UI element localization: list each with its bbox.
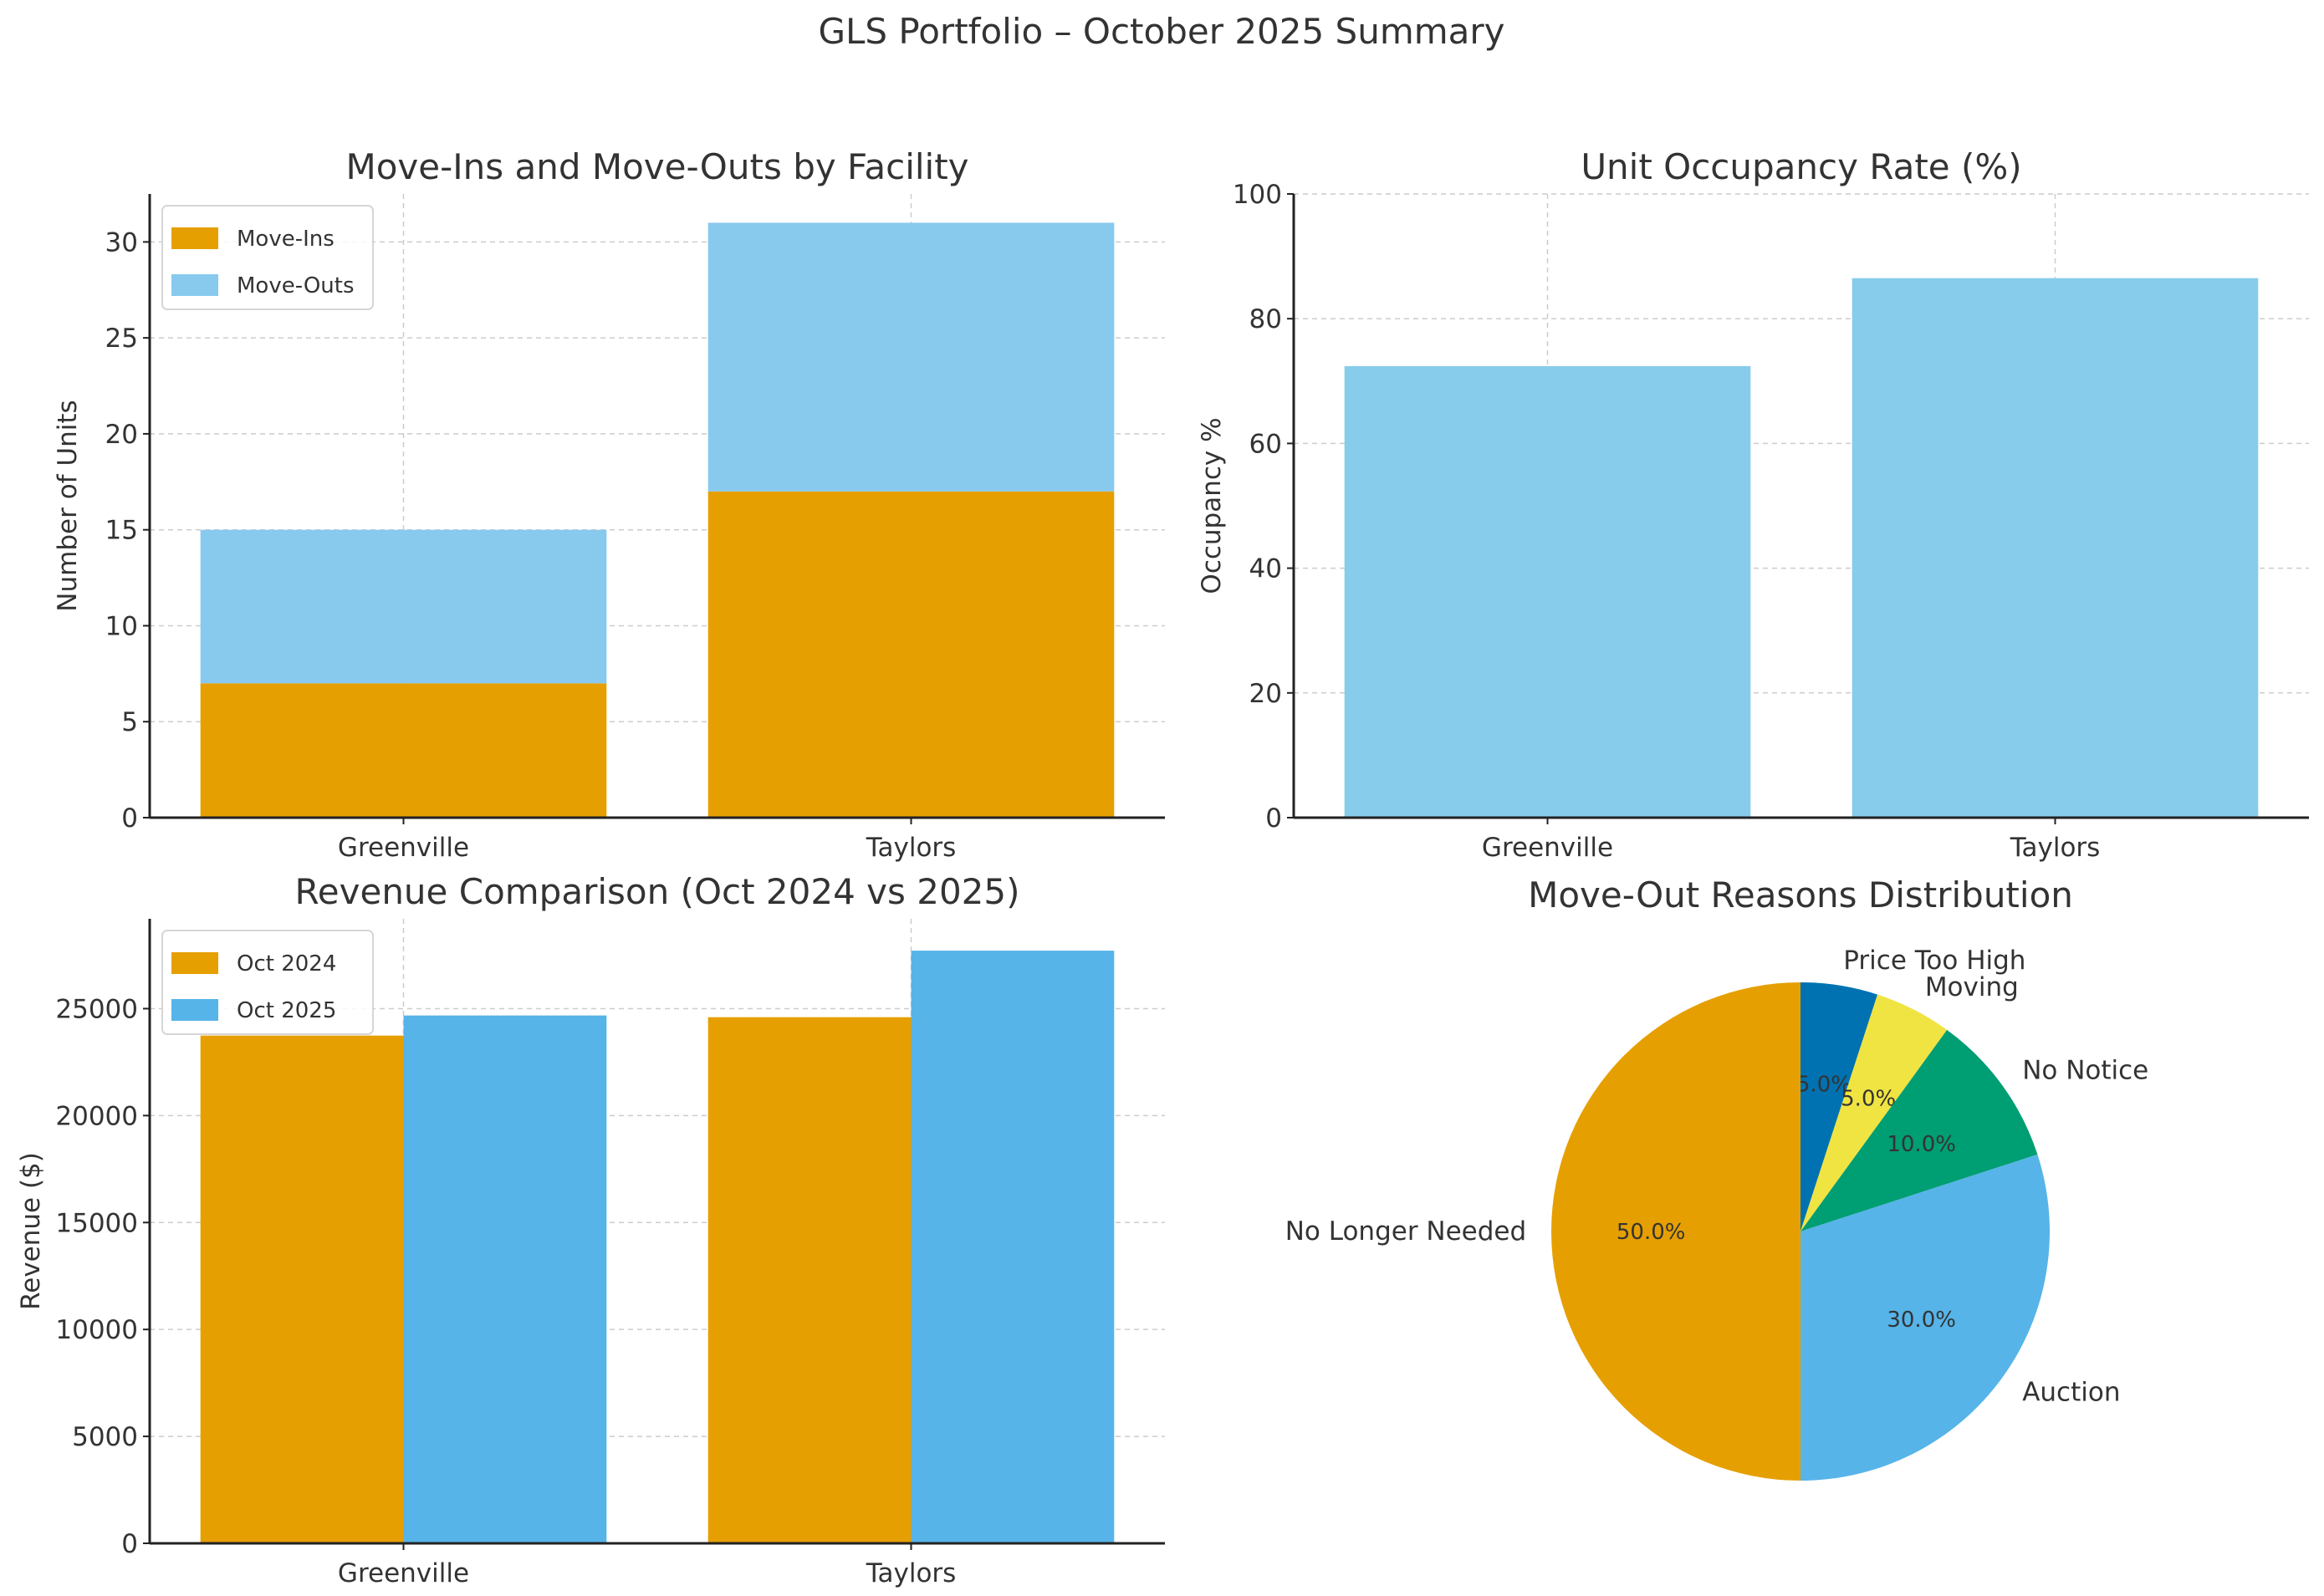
pie-pct-label: 30.0% [1887, 1308, 1956, 1333]
pie-pct-label: 50.0% [1617, 1220, 1686, 1245]
figure-title: GLS Portfolio – October 2025 Summary [818, 11, 1504, 52]
y-tick-label: 20 [105, 420, 138, 450]
x-tick-label: Taylors [866, 1558, 957, 1588]
y-tick-label: 25 [105, 324, 138, 354]
bar-move-outs [707, 222, 1115, 492]
bar-oct-2024 [200, 1035, 404, 1543]
legend: Oct 2024 Oct 2025 [161, 930, 374, 1035]
bar-move-outs [200, 529, 607, 684]
chart-title: Move-Out Reasons Distribution [1528, 874, 2073, 915]
y-tick-label: 40 [1249, 554, 1282, 584]
occupancy-chart: 0 20 40 60 80 100 Greenville Taylors Unit Occupa… [1197, 146, 2309, 863]
bar [1852, 278, 2259, 818]
legend-label: Oct 2025 [237, 998, 336, 1023]
y-axis-label: Number of Units [53, 400, 83, 611]
moveins-moveouts-chart: 0 5 10 15 20 25 30 Greenville Taylors Move-Ins an… [53, 146, 1165, 863]
legend-swatch [171, 274, 218, 296]
pie-label: No Notice [2022, 1055, 2148, 1085]
pie-label: Moving [1925, 972, 2019, 1002]
y-axis-label: Revenue ($) [16, 1152, 46, 1310]
y-tick-label: 0 [1265, 803, 1282, 834]
y-tick-label: 0 [121, 1529, 138, 1559]
revenue-chart: 0 5000 10000 15000 20000 25000 Greenville Taylo… [16, 871, 1165, 1588]
legend-label: Move-Outs [237, 273, 355, 298]
bar-oct-2024 [707, 1017, 912, 1543]
y-tick-label: 15 [105, 516, 138, 546]
pie-pct-label: 5.0% [1796, 1072, 1852, 1097]
pie-slice-price-too-high [1800, 982, 1878, 1231]
pie-label: Auction [2022, 1378, 2120, 1408]
bar-move-ins [200, 683, 607, 818]
x-tick-label: Greenville [338, 1558, 469, 1588]
bar-oct-2025 [403, 1015, 607, 1543]
legend-label: Move-Ins [237, 227, 335, 252]
x-tick-label: Greenville [338, 833, 469, 863]
y-tick-label: 60 [1249, 429, 1282, 459]
y-tick-label: 20000 [55, 1101, 138, 1131]
legend-swatch [171, 227, 218, 249]
moveout-reasons-pie: Move-Out Reasons Distribution Price Too H… [1285, 874, 2148, 1481]
pie-slice-moving [1800, 994, 1948, 1231]
pie-pct-label: 10.0% [1887, 1132, 1956, 1157]
pie-label: No Longer Needed [1285, 1216, 1526, 1247]
chart-title: Move-Ins and Move-Outs by Facility [345, 146, 968, 187]
y-tick-label: 25000 [55, 994, 138, 1024]
x-tick-label: Greenville [1482, 833, 1613, 863]
bar-oct-2025 [911, 951, 1115, 1543]
y-tick-label: 0 [121, 803, 138, 834]
pie-slice-no-notice [1800, 1029, 2038, 1231]
y-tick-label: 5 [121, 707, 138, 737]
chart-title: Unit Occupancy Rate (%) [1581, 146, 2021, 187]
pie-slice-no-longer-needed [1551, 982, 1800, 1481]
x-tick-label: Taylors [2010, 833, 2101, 863]
y-axis-label: Occupancy % [1197, 417, 1227, 594]
pie-pct-label: 5.0% [1841, 1087, 1896, 1112]
chart-title: Revenue Comparison (Oct 2024 vs 2025) [294, 871, 1019, 912]
x-tick-label: Taylors [866, 833, 957, 863]
y-tick-label: 5000 [72, 1422, 138, 1452]
pie-label: Price Too High [1843, 946, 2025, 976]
pie-slice-auction [1800, 1154, 2050, 1481]
bar [1344, 365, 1751, 818]
legend-swatch [171, 999, 218, 1021]
legend: Move-Ins Move-Outs [161, 205, 374, 310]
y-tick-label: 10 [105, 611, 138, 641]
y-tick-label: 10000 [55, 1315, 138, 1345]
legend-label: Oct 2024 [237, 951, 336, 976]
bar-move-ins [707, 491, 1115, 818]
y-tick-label: 100 [1233, 180, 1282, 210]
y-tick-label: 15000 [55, 1208, 138, 1238]
y-tick-label: 20 [1249, 679, 1282, 709]
legend-swatch [171, 952, 218, 974]
y-tick-label: 30 [105, 227, 138, 258]
y-tick-label: 80 [1249, 304, 1282, 334]
